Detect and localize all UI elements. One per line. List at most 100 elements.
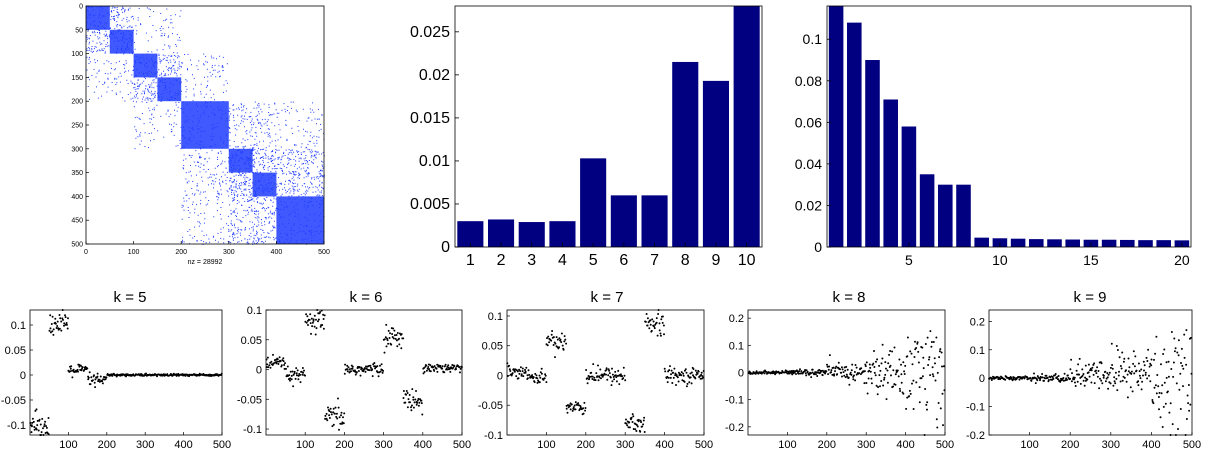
scatter-ytick-label: 0.2 — [970, 316, 985, 328]
bar — [938, 184, 953, 247]
bar — [580, 158, 607, 247]
scatter-frame — [988, 309, 1193, 436]
scatter-xtick-label: 500 — [213, 439, 231, 451]
spy-xtick-label: 0 — [84, 249, 88, 256]
scatter-ytick-label: 0 — [497, 370, 503, 382]
bar-chart-eigengap-10: 1 2 3 4 5 6 7 8 9 10 0 0.005 0.01 0.015 0.02 0.025 — [410, 5, 763, 269]
bar — [1120, 239, 1135, 247]
bar-xtick-label: 10 — [992, 252, 1008, 268]
spy-xtick-label: 300 — [223, 249, 235, 256]
scatter-points — [988, 329, 1193, 436]
scatter-ytick-label: -0.1 — [966, 402, 985, 414]
scatter-xtick-label: 400 — [174, 439, 192, 451]
scatter-xtick-label: 300 — [1102, 439, 1120, 451]
bar — [610, 195, 637, 247]
scatter-k6-title: k = 6 — [350, 289, 383, 306]
bar-xtick-label: 6 — [619, 252, 628, 269]
scatter-ytick-label: 0.1 — [488, 311, 503, 323]
bar — [992, 238, 1008, 247]
scatter-ytick-label: 0.1 — [247, 305, 262, 317]
bar — [901, 126, 917, 247]
bar-chart-frame — [826, 5, 1192, 248]
scatter-frame — [29, 309, 223, 436]
scatter-xtick-label: 100 — [537, 439, 555, 451]
spy-xtick-label: 400 — [271, 249, 283, 256]
scatter-xtick-label: 300 — [374, 439, 392, 451]
scatter-xtick-label: 500 — [936, 439, 954, 451]
spy-ytick-label: 200 — [71, 99, 83, 106]
scatter-k7: 100 200 300 400 500 -0.1 -0.05 0 0.05 0.1 — [478, 309, 713, 451]
bar-xtick-label: 9 — [711, 252, 720, 269]
bar — [956, 184, 971, 247]
spy-diagonal-block — [133, 53, 158, 78]
scatter-ytick-label: -0.1 — [243, 424, 262, 436]
bar-ytick-label: 0.02 — [419, 67, 450, 84]
bar-xtick-label: 8 — [681, 252, 690, 269]
scatter-ytick-label: 0 — [738, 368, 744, 380]
spy-xtick-label: 100 — [128, 249, 140, 256]
bar — [488, 219, 515, 247]
bar-xtick-label: 4 — [558, 252, 567, 269]
bar-ytick-label: 0.06 — [795, 114, 822, 130]
bar — [518, 222, 545, 247]
spy-diagonal-block — [252, 172, 277, 197]
bar — [1047, 239, 1062, 247]
bar — [1101, 239, 1117, 247]
scatter-ytick-label: 0.05 — [482, 341, 503, 353]
spy-diagonal-block — [109, 29, 134, 54]
spy-ytick-label: 300 — [71, 146, 83, 153]
spy-ytick-label: 350 — [71, 170, 83, 177]
scatter-xtick-label: 200 — [818, 439, 836, 451]
spy-xtick-label: 200 — [175, 249, 187, 256]
scatter-xtick-label: 300 — [857, 439, 875, 451]
bar — [847, 22, 862, 247]
bar-ytick-label: 0 — [441, 239, 450, 256]
bar — [865, 60, 880, 247]
bar — [641, 195, 668, 247]
scatter-ytick-label: 0.1 — [970, 345, 985, 357]
spy-ytick-label: 400 — [71, 194, 83, 201]
spy-ytick-label: 50 — [75, 27, 83, 34]
scatter-k9-title: k = 9 — [1074, 289, 1107, 306]
bar-chart-frame — [454, 5, 763, 248]
scatter-k8: 100 200 300 400 500 -0.2 -0.1 0 0.1 0.2 — [725, 309, 954, 451]
bar-ytick-label: 0.005 — [410, 196, 450, 213]
scatter-ytick-label: -0.05 — [1, 395, 26, 407]
scatter-ytick-label: -0.1 — [484, 430, 503, 442]
scatter-frame — [506, 309, 705, 436]
spy-ytick-label: 250 — [71, 123, 83, 130]
scatter-xtick-label: 200 — [335, 439, 353, 451]
scatter-ytick-label: -0.1 — [7, 420, 26, 432]
scatter-ytick-label: 0 — [256, 365, 262, 377]
bar — [919, 174, 935, 247]
bar-ytick-label: 0.025 — [410, 24, 450, 41]
scatter-ytick-label: 0 — [20, 370, 26, 382]
bar-xtick-label: 5 — [905, 252, 913, 268]
bar-ytick-label: 0.1 — [803, 31, 823, 47]
scatter-points — [29, 309, 223, 436]
scatter-xtick-label: 100 — [778, 439, 796, 451]
scatter-xtick-label: 100 — [59, 439, 77, 451]
bar-xtick-label: 20 — [1174, 252, 1190, 268]
bar — [1029, 239, 1044, 247]
scatter-xtick-label: 400 — [655, 439, 673, 451]
spy-diagonal-block — [276, 196, 324, 244]
scatter-points — [747, 330, 946, 436]
bar — [672, 61, 699, 248]
scatter-xtick-label: 400 — [414, 439, 432, 451]
bar — [1065, 239, 1080, 247]
scatter-xtick-label: 100 — [296, 439, 314, 451]
bar-chart-eigenvalues-20: 5 10 15 20 0 0.02 0.04 0.06 0.08 0.1 — [795, 5, 1192, 268]
bar — [883, 99, 898, 247]
bar — [702, 80, 729, 247]
bar-xtick-label: 2 — [497, 252, 506, 269]
bar-xtick-label: 15 — [1083, 252, 1099, 268]
scatter-xtick-label: 500 — [695, 439, 713, 451]
bar — [974, 237, 989, 247]
scatter-frame — [265, 309, 463, 436]
bar — [828, 6, 844, 247]
spy-ytick-label: 500 — [71, 242, 83, 249]
spy-xlabel: nz = 28992 — [188, 259, 223, 266]
bar-ytick-label: 0.08 — [795, 73, 822, 89]
